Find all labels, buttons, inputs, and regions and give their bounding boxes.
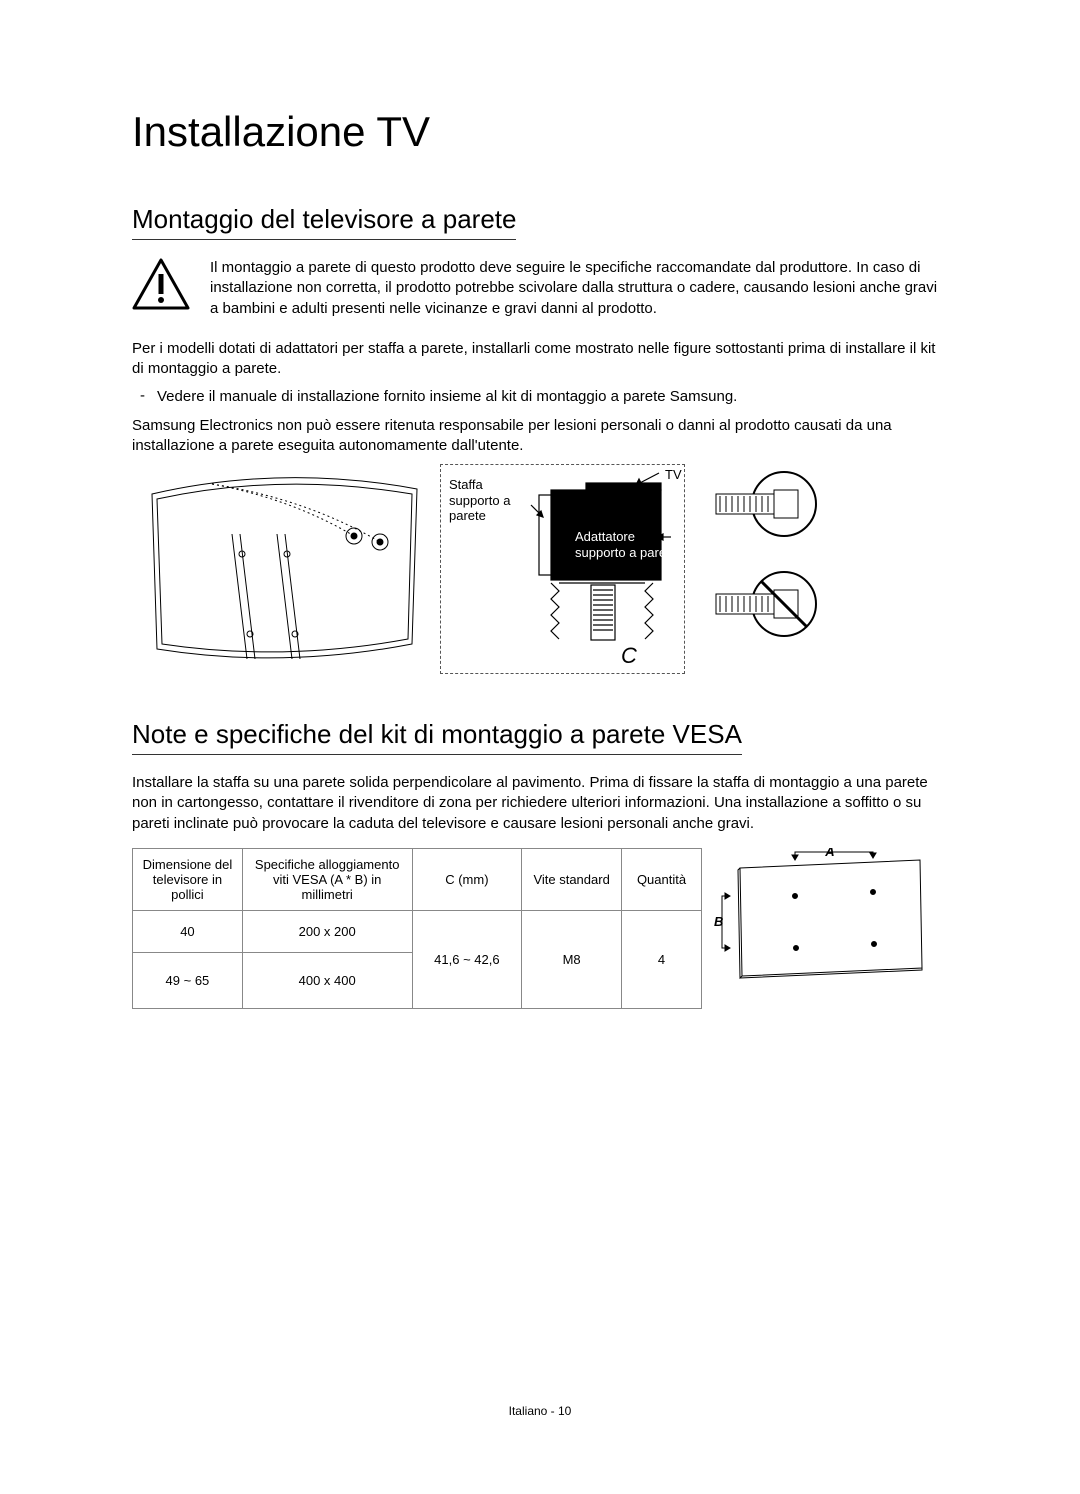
td-vesa-2: 400 x 400: [242, 952, 412, 1008]
label-adattatore: Adattatore supporto a parete: [575, 529, 685, 560]
th-vesa: Specifiche alloggiamento viti VESA (A * …: [242, 848, 412, 910]
cross-section-box: Staffa supporto a parete TV Adattatore s…: [440, 464, 685, 674]
para-adapters: Per i modelli dotati di adattatori per s…: [132, 339, 948, 380]
page-footer: Italiano - 10: [0, 1404, 1080, 1418]
table-header-row: Dimensione del televisore in pollici Spe…: [133, 848, 702, 910]
vesa-table-wrap: Dimensione del televisore in pollici Spe…: [132, 848, 948, 1009]
section-vesa: Note e specifiche del kit di montaggio a…: [132, 719, 948, 1009]
td-size-2: 49 ~ 65: [133, 952, 243, 1008]
warning-icon: [132, 258, 190, 327]
td-screw: M8: [522, 910, 622, 1008]
bullet-text: Vedere il manuale di installazione forni…: [157, 387, 737, 407]
section-heading-1: Montaggio del televisore a parete: [132, 204, 516, 240]
mounting-diagram: Staffa supporto a parete TV Adattatore s…: [132, 464, 948, 679]
th-screw: Vite standard: [522, 848, 622, 910]
bullet-dash: -: [140, 387, 145, 407]
th-qty: Quantità: [622, 848, 702, 910]
label-c: C: [621, 643, 637, 669]
section-heading-2: Note e specifiche del kit di montaggio a…: [132, 719, 742, 755]
table-row: 40 200 x 200 41,6 ~ 42,6 M8 4: [133, 910, 702, 952]
tv-bracket-illustration: [132, 464, 432, 674]
para-vesa: Installare la staffa su una parete solid…: [132, 773, 948, 834]
td-size-1: 40: [133, 910, 243, 952]
td-vesa-1: 200 x 200: [242, 910, 412, 952]
vesa-panel-diagram: A B: [710, 848, 930, 1009]
bullet-item: - Vedere il manuale di installazione for…: [132, 387, 948, 407]
vesa-table: Dimensione del televisore in pollici Spe…: [132, 848, 702, 1009]
th-c: C (mm): [412, 848, 522, 910]
td-qty: 4: [622, 910, 702, 1008]
label-b: B: [714, 914, 723, 929]
warning-text: Il montaggio a parete di questo prodotto…: [210, 258, 948, 319]
label-staffa: Staffa supporto a parete: [449, 477, 527, 524]
warning-block: Il montaggio a parete di questo prodotto…: [132, 258, 948, 327]
td-c: 41,6 ~ 42,6: [412, 910, 522, 1008]
th-size: Dimensione del televisore in pollici: [133, 848, 243, 910]
section-wall-mount: Montaggio del televisore a parete Il mon…: [132, 204, 948, 679]
screw-indicators: [712, 464, 822, 674]
para-liability: Samsung Electronics non può essere riten…: [132, 416, 948, 457]
page-title: Installazione TV: [132, 108, 948, 156]
label-tv: TV: [665, 467, 682, 483]
label-a: A: [824, 848, 834, 859]
